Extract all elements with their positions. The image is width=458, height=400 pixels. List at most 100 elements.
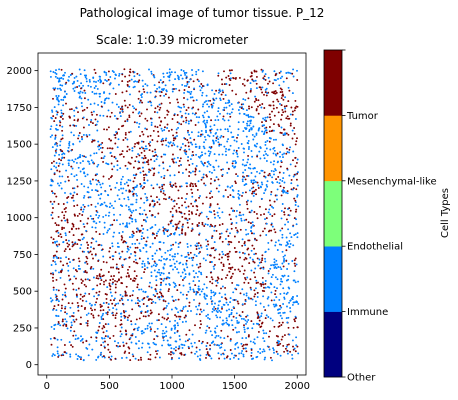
point-tumor (194, 174, 196, 176)
point-tumor (83, 127, 85, 129)
point-immune (219, 89, 221, 91)
point-tumor (71, 149, 73, 151)
point-immune (205, 239, 207, 241)
point-immune (76, 296, 78, 298)
point-immune (147, 180, 149, 182)
point-tumor (115, 93, 117, 95)
point-tumor (213, 257, 215, 259)
point-immune (65, 232, 67, 234)
point-immune (214, 153, 216, 155)
point-tumor (181, 354, 183, 356)
point-tumor (284, 214, 286, 216)
point-immune (292, 130, 294, 132)
point-immune (244, 253, 246, 255)
point-immune (159, 357, 161, 359)
point-immune (97, 141, 99, 143)
point-immune (121, 110, 123, 112)
point-immune (238, 109, 240, 111)
point-tumor (77, 120, 79, 122)
point-immune (138, 347, 140, 349)
point-tumor (273, 326, 275, 328)
point-immune (274, 261, 276, 263)
point-tumor (280, 324, 282, 326)
point-immune (95, 222, 97, 224)
point-immune (127, 299, 129, 301)
point-immune (266, 314, 268, 316)
point-tumor (161, 156, 163, 158)
point-immune (242, 180, 244, 182)
point-immune (201, 177, 203, 179)
point-immune (220, 144, 222, 146)
point-tumor (51, 344, 53, 346)
point-immune (57, 232, 59, 234)
point-immune (191, 346, 193, 348)
point-immune (202, 103, 204, 105)
point-immune (174, 174, 176, 176)
point-tumor (157, 126, 159, 128)
point-immune (187, 310, 189, 312)
point-immune (166, 72, 168, 74)
point-tumor (280, 91, 282, 93)
point-immune (215, 249, 217, 251)
point-tumor (145, 311, 147, 313)
point-immune (234, 348, 236, 350)
point-immune (141, 157, 143, 159)
point-immune (287, 228, 289, 230)
point-tumor (225, 254, 227, 256)
point-tumor (230, 218, 232, 220)
point-immune (232, 210, 234, 212)
point-tumor (288, 343, 290, 345)
point-immune (202, 115, 204, 117)
point-tumor (91, 111, 93, 113)
point-tumor (241, 195, 243, 197)
point-tumor (230, 241, 232, 243)
point-tumor (95, 118, 97, 120)
point-tumor (84, 97, 86, 99)
point-tumor (200, 83, 202, 85)
point-immune (74, 86, 76, 88)
point-tumor (162, 296, 164, 298)
point-tumor (218, 358, 220, 360)
point-immune (206, 303, 208, 305)
point-immune (193, 276, 195, 278)
point-immune (294, 348, 296, 350)
point-tumor (90, 266, 92, 268)
point-tumor (247, 155, 249, 157)
point-immune (295, 233, 297, 235)
point-tumor (198, 215, 200, 217)
point-tumor (64, 208, 66, 210)
point-tumor (55, 231, 57, 233)
point-immune (107, 163, 109, 165)
point-immune (225, 148, 227, 150)
point-immune (80, 244, 82, 246)
point-tumor (220, 330, 222, 332)
point-immune (292, 151, 294, 153)
point-tumor (87, 244, 89, 246)
point-immune (161, 256, 163, 258)
point-immune (204, 298, 206, 300)
point-immune (269, 213, 271, 215)
point-tumor (86, 242, 88, 244)
point-immune (275, 169, 277, 171)
point-tumor (227, 259, 229, 261)
point-immune (282, 203, 284, 205)
point-immune (97, 121, 99, 123)
point-immune (147, 310, 149, 312)
point-immune (287, 353, 289, 355)
point-tumor (234, 236, 236, 238)
point-tumor (235, 227, 237, 229)
point-immune (152, 255, 154, 257)
point-immune (267, 116, 269, 118)
point-immune (152, 342, 154, 344)
point-tumor (72, 197, 74, 199)
point-immune (97, 357, 99, 359)
point-tumor (129, 359, 131, 361)
point-immune (238, 121, 240, 123)
point-immune (116, 103, 118, 105)
point-immune (142, 232, 144, 234)
point-tumor (194, 183, 196, 185)
point-tumor (60, 149, 62, 151)
point-tumor (75, 278, 77, 280)
point-immune (283, 258, 285, 260)
point-immune (256, 171, 258, 173)
